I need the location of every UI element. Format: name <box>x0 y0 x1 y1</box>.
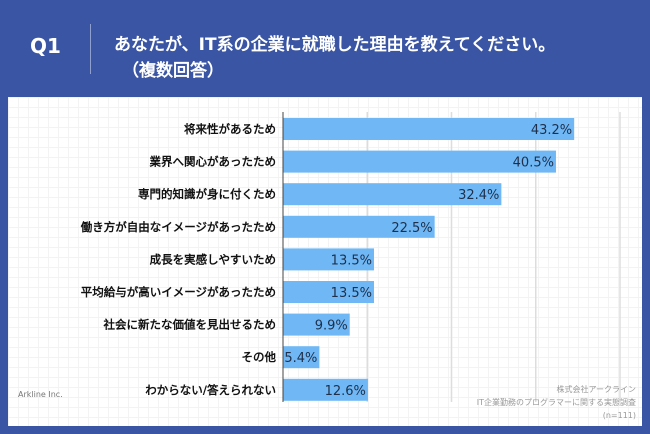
source-company: 株式会社アークライン <box>556 385 636 394</box>
data-label: 13.5% <box>331 286 372 301</box>
source-survey: IT企業勤務のプログラマーに関する実態調査 <box>476 398 636 407</box>
source-note: 株式会社アークライン IT企業勤務のプログラマーに関する実態調査 (n=111) <box>477 383 636 422</box>
company-logo: Arkline Inc. <box>18 390 63 399</box>
title-line-1: あなたが、IT系の企業に就職した理由を教えてください。 <box>114 35 556 55</box>
data-label: 5.4% <box>284 351 317 366</box>
logo-text: Arkline Inc. <box>18 390 63 399</box>
category-label: 社会に新たな価値を見出せるため <box>103 318 277 332</box>
bar <box>283 183 502 206</box>
data-label: 40.5% <box>513 156 554 171</box>
category-label: わからない/答えられない <box>145 383 276 397</box>
category-label: 業界へ関心があったため <box>149 155 277 169</box>
data-label: 43.2% <box>531 123 572 138</box>
bar <box>283 118 575 140</box>
title-line-2: （複数回答） <box>122 61 224 81</box>
data-label: 12.6% <box>325 384 366 399</box>
question-number: Q1 <box>30 34 61 58</box>
data-label: 9.9% <box>315 319 348 334</box>
bar <box>283 281 374 303</box>
category-label: その他 <box>242 350 277 364</box>
category-label: 平均給与が高いイメージがあったため <box>81 285 276 299</box>
header-divider <box>90 24 91 74</box>
category-label: 専門的知識が身に付くため <box>138 187 276 201</box>
bar <box>283 150 556 173</box>
bar <box>283 378 368 401</box>
category-label: 成長を実感しやすいため <box>150 252 276 266</box>
category-label: 働き方が自由なイメージがあったため <box>80 220 276 234</box>
bar <box>283 215 435 238</box>
data-label: 32.4% <box>458 188 499 203</box>
data-label: 22.5% <box>391 221 432 236</box>
bar <box>283 248 374 271</box>
sample-size: (n=111) <box>602 411 636 420</box>
data-label: 13.5% <box>331 253 372 268</box>
category-label: 将来性があるため <box>184 122 276 136</box>
bar <box>283 346 320 369</box>
bar <box>283 313 350 336</box>
